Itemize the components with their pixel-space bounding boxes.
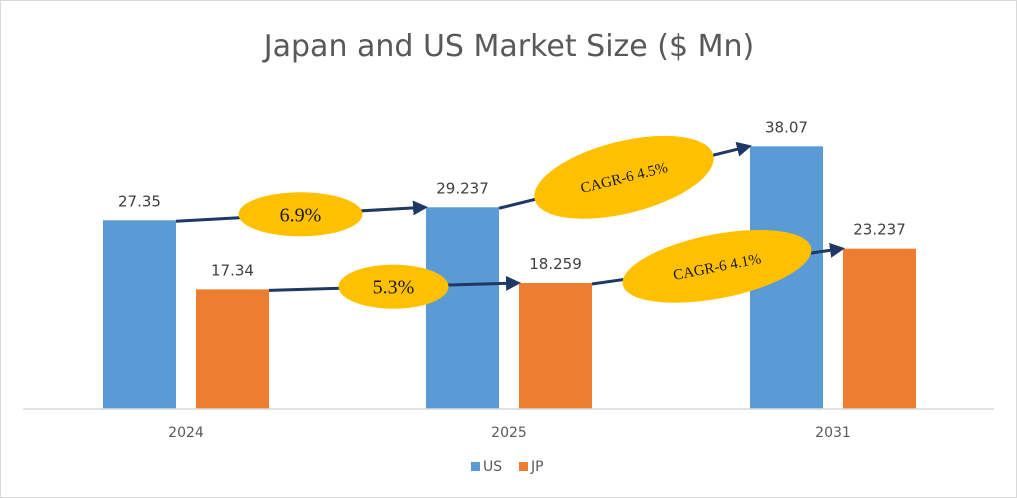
bar-us-2025	[426, 207, 499, 409]
value-label-us-2025: 29.237	[436, 179, 489, 197]
callout-ellipse	[338, 264, 449, 309]
callout-label: 6.9%	[280, 204, 322, 226]
chart-title: Japan and US Market Size ($ Mn)	[262, 29, 754, 64]
bar-jp-2031	[843, 248, 916, 409]
bar-us-2024	[103, 220, 176, 409]
growth-callout-2: CAGR-6 4.5%	[534, 135, 714, 219]
x-tick-2024: 2024	[168, 425, 204, 441]
value-label-jp-2024: 17.34	[211, 261, 254, 279]
legend-swatch-us	[471, 462, 480, 471]
legend-swatch-jp	[519, 462, 528, 471]
legend-label-jp: JP	[530, 459, 544, 475]
callout-ellipse	[534, 135, 714, 219]
legend-label-us: US	[483, 459, 502, 475]
labels-layer: 27.35 29.237 38.07 17.34 18.259 23.237	[118, 118, 906, 279]
growth-callout-1: 6.9%	[238, 192, 363, 237]
value-label-jp-2025: 18.259	[529, 255, 582, 273]
value-label-us-2031: 38.07	[765, 118, 808, 136]
callout-ellipse	[622, 229, 812, 303]
growth-callout-4: CAGR-6 4.1%	[622, 229, 812, 303]
bars-layer	[103, 146, 916, 409]
value-label-us-2024: 27.35	[118, 192, 161, 210]
callout-ellipse	[238, 192, 363, 237]
callout-label: 5.3%	[373, 277, 415, 299]
arrows-layer: 6.9% CAGR-6 4.5% 5.3% CAGR-6 4.1%	[175, 135, 845, 309]
growth-callout-3: 5.3%	[338, 264, 449, 309]
x-tick-2025: 2025	[491, 425, 527, 441]
bar-jp-2025	[519, 283, 592, 409]
ticks-layer: 2024 2025 2031	[168, 425, 851, 441]
bar-jp-2024	[196, 289, 269, 409]
x-tick-2031: 2031	[815, 425, 851, 441]
legend: US JP	[471, 459, 544, 475]
value-label-jp-2031: 23.237	[853, 221, 906, 239]
